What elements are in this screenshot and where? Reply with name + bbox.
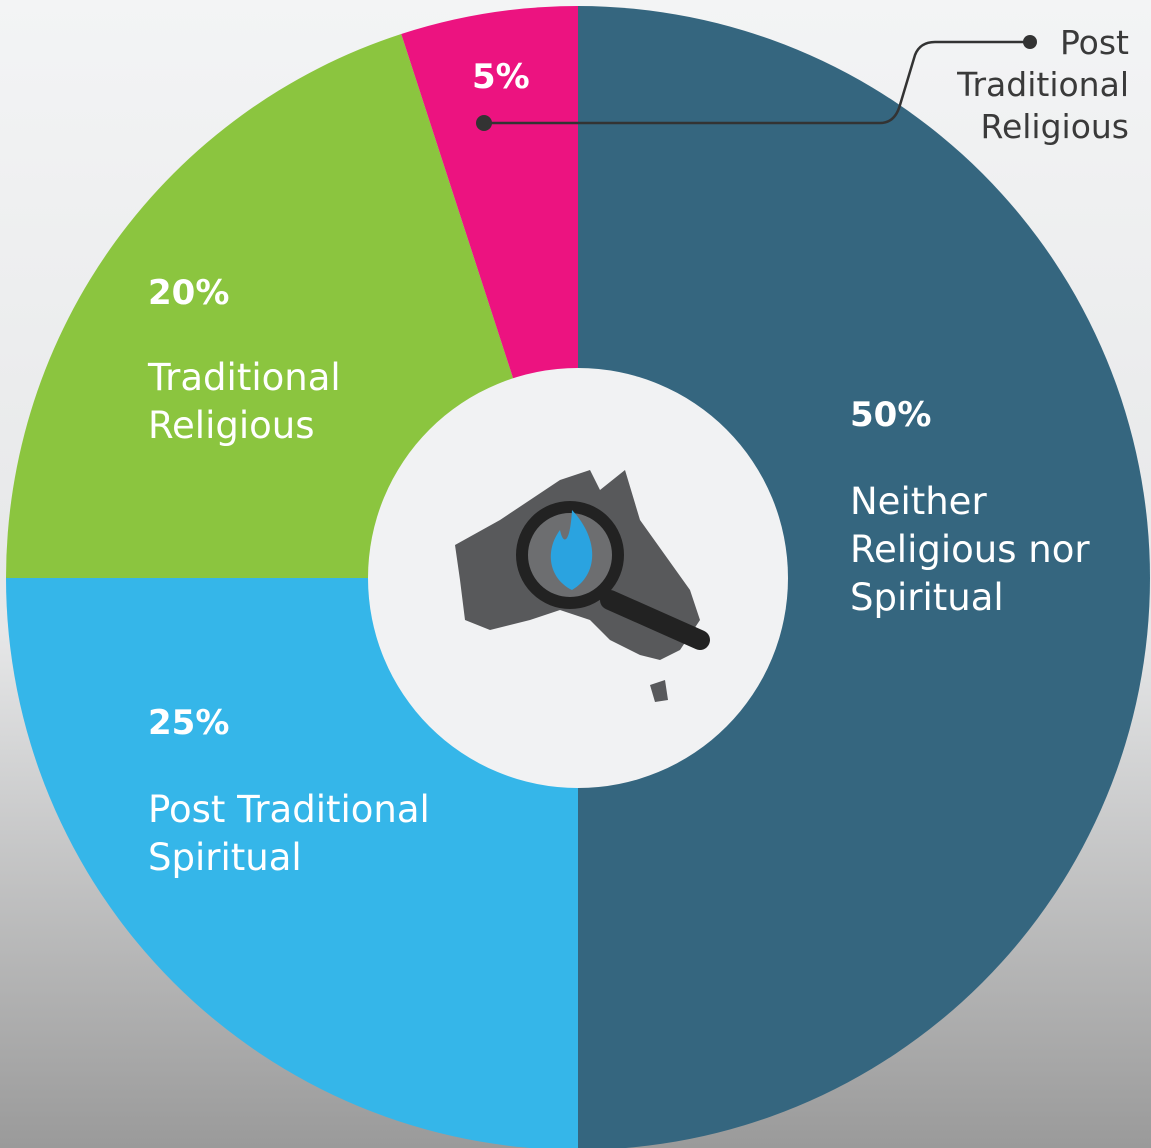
- value-label: 20%: [148, 273, 229, 313]
- category-label: Traditional Religious: [148, 354, 408, 450]
- page: 50% Neither Religious nor Spiritual 25% Pos…: [0, 0, 1151, 1148]
- value-label: 50%: [850, 395, 931, 435]
- value-label: 5%: [472, 57, 530, 97]
- value-label: 25%: [148, 703, 229, 743]
- category-label: Post Traditional Religious: [901, 22, 1129, 148]
- category-label: Post Traditional Spiritual: [148, 786, 468, 882]
- category-label: Neither Religious nor Spiritual: [850, 478, 1130, 622]
